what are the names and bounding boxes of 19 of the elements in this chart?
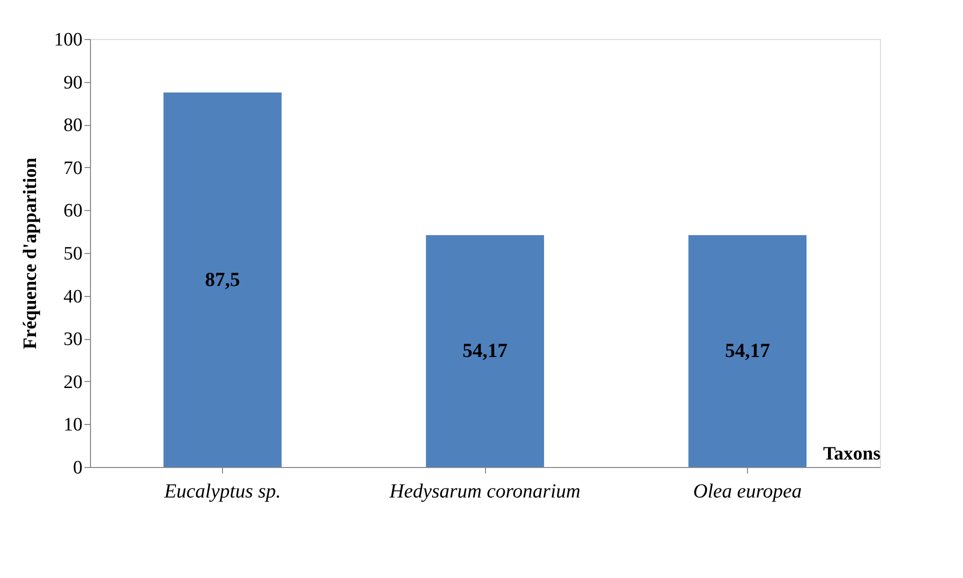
y-tick-label: 70 <box>64 158 82 179</box>
x-tick-label: Eucalyptus sp. <box>163 480 281 502</box>
y-tick-label: 60 <box>64 200 82 222</box>
y-tick-label: 100 <box>54 30 82 50</box>
x-tick-label: Olea europea <box>693 480 802 502</box>
x-tick-label: Hedysarum coronarium <box>388 480 580 502</box>
y-tick-label: 90 <box>64 72 82 94</box>
y-tick-label: 20 <box>64 372 82 393</box>
y-tick-label: 30 <box>64 329 82 350</box>
y-tick-label: 80 <box>64 115 82 136</box>
data-label: 54,17 <box>724 340 770 362</box>
y-tick-label: 10 <box>64 414 82 436</box>
data-label: 87,5 <box>205 268 240 291</box>
y-axis-title: Fréquence d'apparition <box>20 157 41 350</box>
y-tick-label: 40 <box>64 286 82 308</box>
data-label: 54,17 <box>462 340 508 362</box>
x-axis-title: Taxons <box>823 444 880 464</box>
y-tick-label: 0 <box>73 458 82 478</box>
y-tick-label: 50 <box>64 244 82 264</box>
